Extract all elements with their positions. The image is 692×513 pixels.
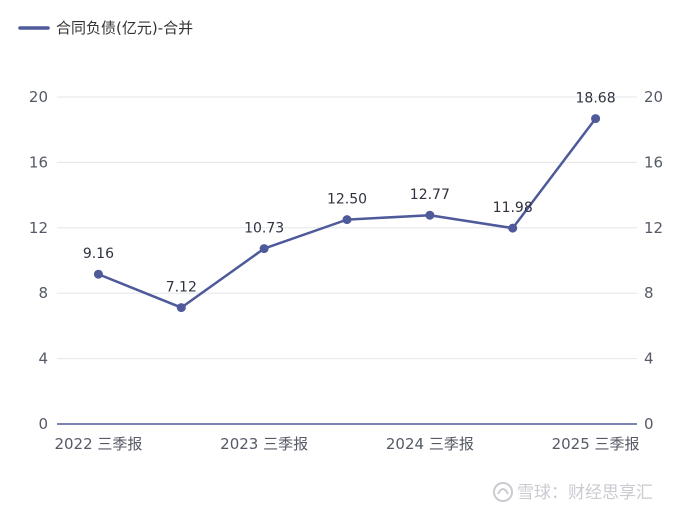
- y-tick-label-left: 0: [38, 415, 48, 433]
- data-point: [591, 114, 601, 124]
- series-contract-liabilities: [93, 114, 601, 313]
- data-label: 7.12: [166, 280, 197, 296]
- data-point: [259, 244, 269, 254]
- y-tick-label-right: 20: [644, 88, 663, 106]
- x-axis: 2022 三季报 2023 三季报 2024 三季报 2025 三季报: [54, 423, 640, 453]
- data-label: 18.68: [576, 91, 616, 107]
- legend: 合同负债(亿元)-合并: [18, 19, 193, 37]
- gridlines: [57, 96, 637, 360]
- watermark: 雪球：财经思享汇: [493, 482, 653, 503]
- data-label: 11.98: [493, 200, 533, 216]
- y-tick-label-right: 8: [644, 284, 654, 302]
- legend-label-contract-liabilities: 合同负债(亿元)-合并: [56, 19, 193, 37]
- x-tick-label: 2025 三季报: [552, 435, 640, 453]
- data-point: [93, 269, 103, 279]
- y-tick-label-right: 12: [644, 219, 663, 237]
- watermark-text: 雪球：财经思享汇: [517, 483, 653, 503]
- data-label: 10.73: [244, 221, 284, 237]
- y-tick-label-right: 0: [644, 415, 654, 433]
- data-point: [342, 215, 352, 225]
- y-tick-label-left: 20: [29, 88, 48, 106]
- y-tick-label-right: 16: [644, 153, 663, 171]
- xueqiu-logo-icon: [493, 482, 513, 502]
- data-labels: 9.16 7.12 10.73 12.50 12.77 11.98 18.68: [83, 91, 616, 296]
- y-tick-label-left: 12: [29, 219, 48, 237]
- x-tick-label: 2023 三季报: [220, 435, 308, 453]
- x-tick-label: 2024 三季报: [386, 435, 474, 453]
- data-point: [508, 223, 518, 233]
- y-tick-label-left: 8: [38, 284, 48, 302]
- x-tick-label: 2022 三季报: [54, 435, 142, 453]
- y-tick-label-left: 4: [38, 350, 48, 368]
- y-tick-label-right: 4: [644, 350, 654, 368]
- y-axis-left: 0 4 8 12 16 20: [29, 88, 48, 433]
- data-point: [425, 210, 435, 220]
- data-label: 12.50: [327, 192, 367, 208]
- data-label: 12.77: [410, 187, 450, 203]
- y-tick-label-left: 16: [29, 153, 48, 171]
- y-axis-right: 0 4 8 12 16 20: [644, 88, 663, 433]
- data-point: [176, 303, 186, 313]
- data-label: 9.16: [83, 246, 114, 262]
